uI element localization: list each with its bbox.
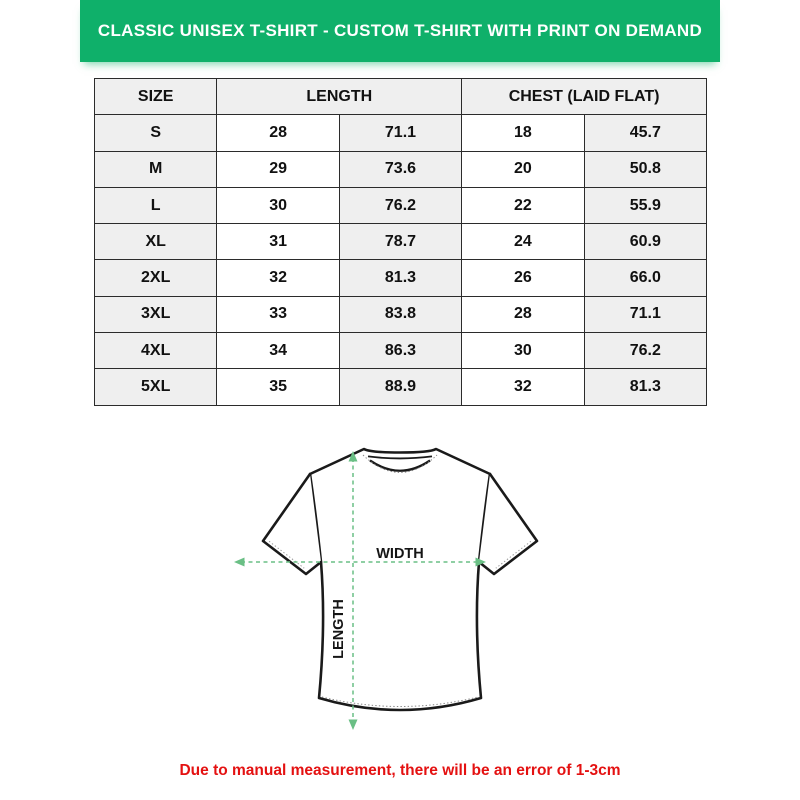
svg-text:WIDTH: WIDTH (376, 546, 424, 562)
svg-text:LENGTH: LENGTH (331, 599, 347, 659)
